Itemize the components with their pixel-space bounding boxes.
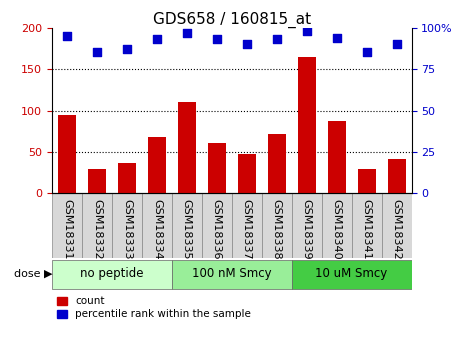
FancyBboxPatch shape	[142, 194, 172, 258]
FancyBboxPatch shape	[202, 194, 232, 258]
Text: dose ▶: dose ▶	[14, 269, 52, 279]
Point	[393, 41, 400, 47]
Point	[333, 35, 341, 40]
Legend: count, percentile rank within the sample: count, percentile rank within the sample	[57, 296, 251, 319]
Point	[303, 28, 310, 34]
Point	[153, 37, 161, 42]
Text: GSM18341: GSM18341	[361, 199, 372, 259]
Title: GDS658 / 160815_at: GDS658 / 160815_at	[153, 11, 311, 28]
Text: 10 uM Smcy: 10 uM Smcy	[315, 267, 388, 280]
Point	[183, 30, 191, 35]
FancyBboxPatch shape	[172, 194, 202, 258]
Point	[63, 33, 71, 39]
FancyBboxPatch shape	[52, 260, 172, 289]
Bar	[208, 143, 226, 194]
Point	[363, 50, 370, 55]
Bar	[88, 169, 106, 194]
FancyBboxPatch shape	[232, 194, 262, 258]
FancyBboxPatch shape	[351, 194, 382, 258]
Point	[213, 37, 220, 42]
FancyBboxPatch shape	[172, 260, 292, 289]
Point	[123, 46, 131, 52]
Bar	[148, 137, 166, 194]
Text: 100 nM Smcy: 100 nM Smcy	[192, 267, 272, 280]
Bar	[387, 159, 405, 194]
Text: no peptide: no peptide	[80, 267, 144, 280]
Text: GSM18331: GSM18331	[62, 199, 72, 259]
Bar	[178, 102, 196, 194]
FancyBboxPatch shape	[52, 194, 82, 258]
Point	[243, 41, 251, 47]
Text: GSM18335: GSM18335	[182, 199, 192, 259]
Bar	[118, 163, 136, 194]
FancyBboxPatch shape	[112, 194, 142, 258]
Bar	[268, 134, 286, 194]
FancyBboxPatch shape	[382, 194, 412, 258]
Bar	[328, 121, 346, 194]
FancyBboxPatch shape	[82, 194, 112, 258]
Point	[93, 50, 101, 55]
Text: GSM18333: GSM18333	[122, 199, 132, 259]
Point	[273, 37, 280, 42]
Text: GSM18339: GSM18339	[302, 199, 312, 259]
FancyBboxPatch shape	[322, 194, 351, 258]
Text: GSM18336: GSM18336	[212, 199, 222, 259]
Bar	[298, 57, 315, 194]
FancyBboxPatch shape	[292, 194, 322, 258]
Text: GSM18337: GSM18337	[242, 199, 252, 259]
Bar	[238, 155, 256, 194]
FancyBboxPatch shape	[262, 194, 292, 258]
Bar	[358, 169, 376, 194]
Text: GSM18342: GSM18342	[392, 199, 402, 259]
Text: GSM18338: GSM18338	[272, 199, 282, 259]
Text: GSM18340: GSM18340	[332, 199, 342, 259]
Text: GSM18332: GSM18332	[92, 199, 102, 259]
Bar	[58, 115, 76, 194]
FancyBboxPatch shape	[292, 260, 412, 289]
Text: GSM18334: GSM18334	[152, 199, 162, 259]
